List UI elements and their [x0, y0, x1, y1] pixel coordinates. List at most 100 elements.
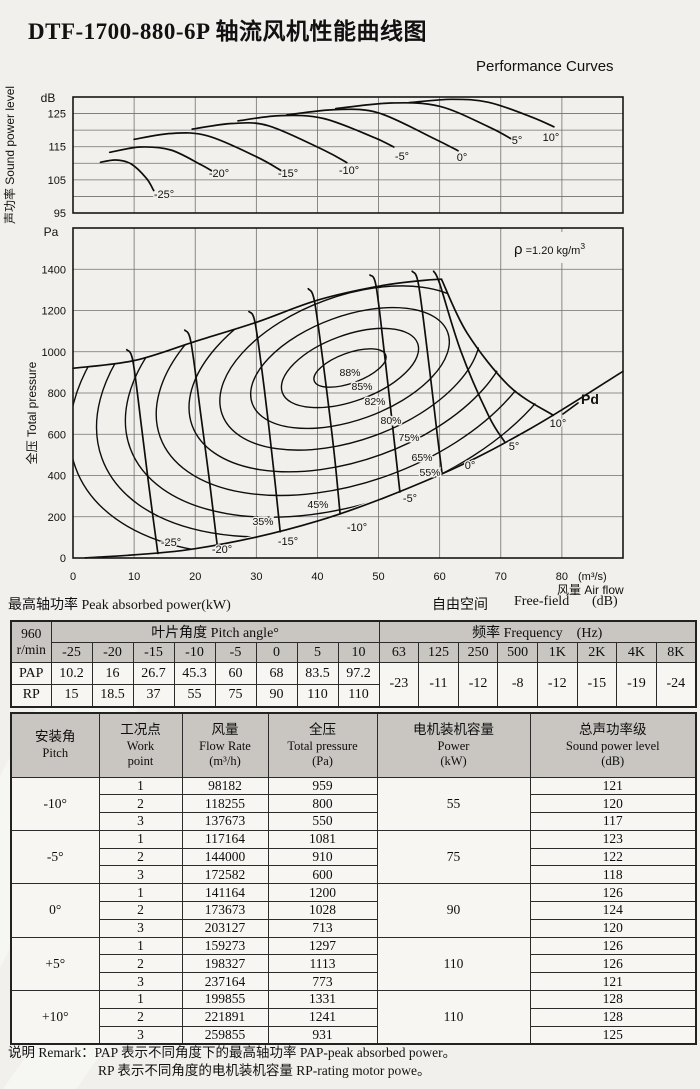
curve-noise-pitch--20	[108, 146, 218, 175]
sound-power-cell: 126	[529, 954, 697, 974]
curve-label: 0°	[465, 460, 476, 472]
total-pressure-cell: 773	[267, 972, 378, 992]
pap-value: 16	[91, 662, 134, 685]
efficiency-label: 88%	[339, 367, 360, 379]
curve-press-pitch--20	[183, 329, 219, 547]
flow-rate-cell: 173673	[181, 901, 269, 920]
curve-press-pitch-5	[432, 270, 506, 444]
x-axis-label: 风量 Air flow	[557, 583, 624, 597]
y-tick-label: 95	[54, 208, 66, 220]
x-tick-label: 70	[495, 571, 507, 583]
total-pressure-cell: 1113	[267, 954, 378, 974]
y-tick-label: 800	[48, 388, 66, 400]
remark-text-1: PAP 表示不同角度下的最高轴功率 PAP-peak absorbed powe…	[94, 1045, 457, 1060]
work-point-cell: 1	[98, 776, 183, 796]
remark-line-1: 说明 Remark：PAP 表示不同角度下的最高轴功率 PAP-peak abs…	[8, 1044, 456, 1062]
x-tick-label: 60	[434, 571, 446, 583]
flow-rate-cell: 137673	[181, 812, 269, 831]
rp-value: 75	[214, 684, 257, 707]
frequency-band-header: 63	[378, 642, 420, 663]
density-note: ρ =1.20 kg/m3	[514, 241, 585, 258]
header-line: point	[127, 753, 154, 768]
y-tick-label: 125	[48, 109, 66, 121]
flow-rate-cell: 198327	[181, 954, 269, 974]
pitch-angle-cell: 0°	[10, 883, 100, 938]
pap-value: 68	[255, 662, 298, 685]
work-point-cell: 3	[98, 812, 183, 831]
rp-value: 110	[296, 684, 339, 707]
curve-label: -25°	[154, 189, 174, 201]
column-header: 风量 Flow Rate (m³/h)	[181, 712, 269, 778]
x-tick-label: 80	[556, 571, 568, 583]
curve-label: 10°	[550, 418, 567, 430]
flow-rate-cell: 159273	[181, 936, 269, 956]
sound-power-cell: 126	[529, 883, 697, 903]
rp-value: 110	[337, 684, 380, 707]
peak-power-table: 960 r/min 叶片角度 Pitch angle° 频率 Frequency (H…	[10, 620, 697, 708]
curve-noise-pitch-5	[334, 101, 513, 140]
frequency-correction-value: -19	[616, 662, 657, 707]
rp-value: 37	[132, 684, 175, 707]
flow-rate-cell: 117164	[181, 829, 269, 849]
y-unit-label: Pa	[44, 225, 59, 239]
curve-label: 5°	[509, 441, 520, 453]
curve-noise-pitch--15	[133, 132, 285, 174]
header-line: Flow Rate	[199, 738, 251, 753]
table-row: 3 237164 773 121	[11, 972, 697, 992]
pd-label: Pd	[581, 391, 599, 407]
flow-rate-cell: 141164	[181, 883, 269, 903]
x-unit-label: (m³/s)	[578, 571, 607, 583]
frequency-correction-value: -8	[497, 662, 538, 707]
x-tick-label: 20	[189, 571, 201, 583]
curve-label: -15°	[278, 168, 298, 180]
x-tick-label: 0	[70, 571, 76, 583]
performance-charts: 125 115 105 95 -25° -20° -15° -10° -5° 0° 5° 10° dB 声…	[2, 86, 624, 597]
table-row: -10° 1 98182 959 55 121	[10, 776, 697, 831]
frequency-band-header: 8K	[655, 642, 697, 663]
noise-chart-grid	[73, 97, 623, 213]
efficiency-label: 45%	[307, 499, 328, 511]
page-subtitle: Performance Curves	[476, 58, 614, 75]
flow-rate-cell: 203127	[181, 918, 269, 938]
table-row: +5° 1 159273 1297 110 126	[10, 936, 697, 992]
header-line: 总声功率级	[579, 721, 647, 737]
rpm-header-cell: 960 r/min	[10, 620, 52, 663]
remark-prefix: 说明 Remark：	[8, 1045, 95, 1060]
frequency-band-header: 250	[457, 642, 499, 663]
curve-noise-pitch-0	[286, 108, 459, 152]
pap-value: 10.2	[50, 662, 93, 685]
frequency-band-header: 125	[418, 642, 459, 663]
table-row: 2 173673 1028 124	[11, 901, 697, 920]
efficiency-label: 85%	[351, 381, 372, 393]
curve-pd-parabola	[84, 370, 624, 559]
work-point-cell: 3	[98, 972, 183, 992]
frequency-band-header: 4K	[616, 642, 657, 663]
header-line: (dB)	[601, 753, 625, 768]
pitch-angle-value-header: 5	[296, 642, 339, 663]
total-pressure-cell: 910	[267, 847, 378, 867]
pitch-angle-cell: +10°	[10, 990, 100, 1045]
column-header: 安装角 Pitch	[10, 712, 100, 778]
pap-row-label: PAP	[10, 662, 52, 685]
noise-chart-labels: 125 115 105 95 -25° -20° -15° -10° -5° 0° 5° 10° dB 声…	[2, 86, 624, 224]
motor-power-cell: 75	[376, 829, 531, 885]
pitch-angle-value-header: 0	[255, 642, 298, 663]
density-note-backdrop	[506, 232, 620, 263]
flow-rate-cell: 98182	[181, 776, 269, 796]
performance-table: 安装角 Pitch 工况点 Work point 风量 Flow Rate (m³/h) 全压 T…	[10, 712, 697, 1045]
sound-power-cell: 122	[529, 847, 697, 867]
work-point-cell: 3	[98, 1025, 183, 1045]
curve-label: -20°	[212, 544, 232, 556]
curve-press-pitch--5	[369, 274, 401, 493]
flow-rate-cell: 118255	[181, 794, 269, 814]
curve-label: -20°	[209, 168, 229, 180]
work-point-cell: 2	[98, 847, 183, 867]
work-point-cell: 3	[98, 865, 183, 885]
table-row: 3 259855 931 125	[11, 1025, 697, 1045]
header-line: 工况点	[120, 721, 161, 737]
work-point-cell: 2	[98, 901, 183, 920]
free-field-caption-en: Free-field	[514, 594, 570, 609]
sound-power-cell: 120	[529, 918, 697, 938]
sound-power-cell: 117	[529, 812, 697, 831]
